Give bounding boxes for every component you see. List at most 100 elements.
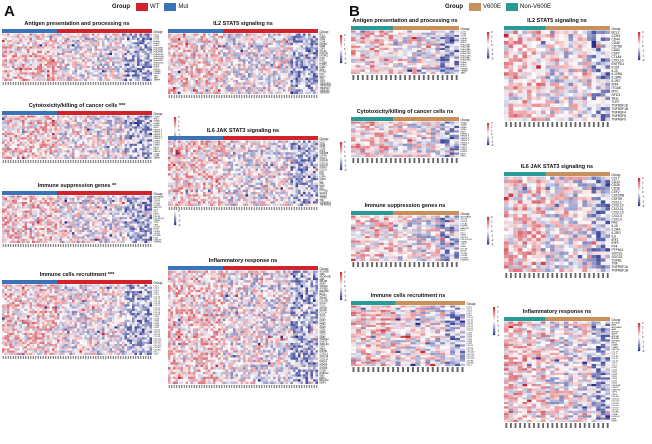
heatmap-cell [130, 77, 133, 79]
heatmap-cell [147, 228, 150, 230]
heatmap-cell [40, 53, 43, 55]
heatmap-cell [132, 133, 135, 135]
heatmap-cell [27, 131, 30, 133]
heatmap-cell [125, 285, 128, 287]
heatmap-cell [22, 232, 25, 234]
heatmap-cell [15, 36, 18, 38]
heatmap-cell [67, 202, 70, 204]
heatmap-cell [55, 40, 58, 42]
heatmap-cell [125, 224, 128, 226]
heatmap-cell [2, 62, 5, 64]
heatmap-cell [122, 79, 125, 81]
heatmap-cell [22, 42, 25, 44]
heatmap-cell [20, 120, 23, 122]
heatmap-cell [80, 72, 83, 74]
heatmap-cell [52, 291, 55, 293]
heatmap-cell [140, 234, 143, 236]
heatmap-cell [42, 157, 45, 159]
heatmap-cell [30, 204, 33, 206]
heatmap-cell [17, 311, 20, 313]
heatmap-cell [7, 304, 10, 306]
heatmap-cell [50, 213, 53, 215]
heatmap-cell [15, 304, 18, 306]
heatmap-cell [25, 49, 28, 51]
heatmap-cell [70, 42, 73, 44]
heatmap-cell [80, 221, 83, 223]
heatmap-cell [30, 157, 33, 159]
heatmap-cell [87, 300, 90, 302]
heatmap-cell [55, 118, 58, 120]
heatmap-cell [115, 118, 118, 120]
heatmap-cell [97, 204, 100, 206]
heatmap-cell [102, 79, 105, 81]
heatmap-cell [115, 129, 118, 131]
heatmap-cell [57, 116, 60, 118]
heatmap-cell [95, 208, 98, 210]
heatmap-cell [150, 228, 153, 230]
heatmap-cell [145, 287, 148, 289]
heatmap-cell [112, 118, 115, 120]
heatmap-cell [145, 124, 148, 126]
heatmap-cell [85, 42, 88, 44]
heatmap-cell [37, 120, 40, 122]
heatmap-cell [117, 228, 120, 230]
heatmap-cell [67, 79, 70, 81]
heatmap-cell [20, 129, 23, 131]
heatmap-cell [132, 75, 135, 77]
heatmap-cell [115, 64, 118, 66]
heatmap-cell [107, 228, 110, 230]
heatmap-cell [35, 232, 38, 234]
heatmap-cell [42, 53, 45, 55]
sample-label [105, 82, 106, 85]
heatmap-cell [65, 152, 68, 154]
heatmap-cell [12, 131, 15, 133]
heatmap-cell [12, 232, 15, 234]
heatmap-cell [55, 215, 58, 217]
heatmap-cell [35, 152, 38, 154]
heatmap-cell [85, 311, 88, 313]
sample-label [48, 244, 49, 247]
heatmap-cell [72, 55, 75, 57]
heatmap-cell [100, 62, 103, 64]
heatmap-cell [140, 289, 143, 291]
heatmap-cell [50, 150, 53, 152]
heatmap-cell [145, 72, 148, 74]
heatmap-cell [147, 135, 150, 137]
heatmap-cell [130, 44, 133, 46]
heatmap-cell [110, 57, 113, 59]
heatmap-cell [62, 221, 65, 223]
heatmap-cell [115, 150, 118, 152]
heatmap-cell [120, 77, 123, 79]
heatmap-cell [42, 70, 45, 72]
heatmap-cell [17, 135, 20, 137]
heatmap-cell [147, 152, 150, 154]
heatmap-cell [145, 64, 148, 66]
heatmap-cell [40, 239, 43, 241]
heatmap-cell [47, 157, 50, 159]
heatmap-cell [97, 217, 100, 219]
heatmap-cell [15, 70, 18, 72]
heatmap-cell [105, 304, 108, 306]
sample-label [18, 160, 19, 163]
heatmap-cell [62, 239, 65, 241]
heatmap-cell [87, 59, 90, 61]
heatmap-cell [7, 66, 10, 68]
heatmap-cell [140, 137, 143, 139]
heatmap-cell [115, 241, 118, 243]
heatmap-cell [122, 139, 125, 141]
heatmap-cell [140, 226, 143, 228]
heatmap-cell [42, 139, 45, 141]
heatmap-cell [80, 213, 83, 215]
heatmap-cell [77, 57, 80, 59]
heatmap-cell [37, 137, 40, 139]
heatmap-cell [67, 224, 70, 226]
heatmap-cell [80, 196, 83, 198]
heatmap-cell [110, 287, 113, 289]
heatmap-cell [27, 126, 30, 128]
heatmap-cell [17, 196, 20, 198]
heatmap-cell [137, 241, 140, 243]
heatmap-cell [122, 70, 125, 72]
heatmap-cell [77, 230, 80, 232]
heatmap-cell [55, 46, 58, 48]
heatmap-cell [137, 155, 140, 157]
